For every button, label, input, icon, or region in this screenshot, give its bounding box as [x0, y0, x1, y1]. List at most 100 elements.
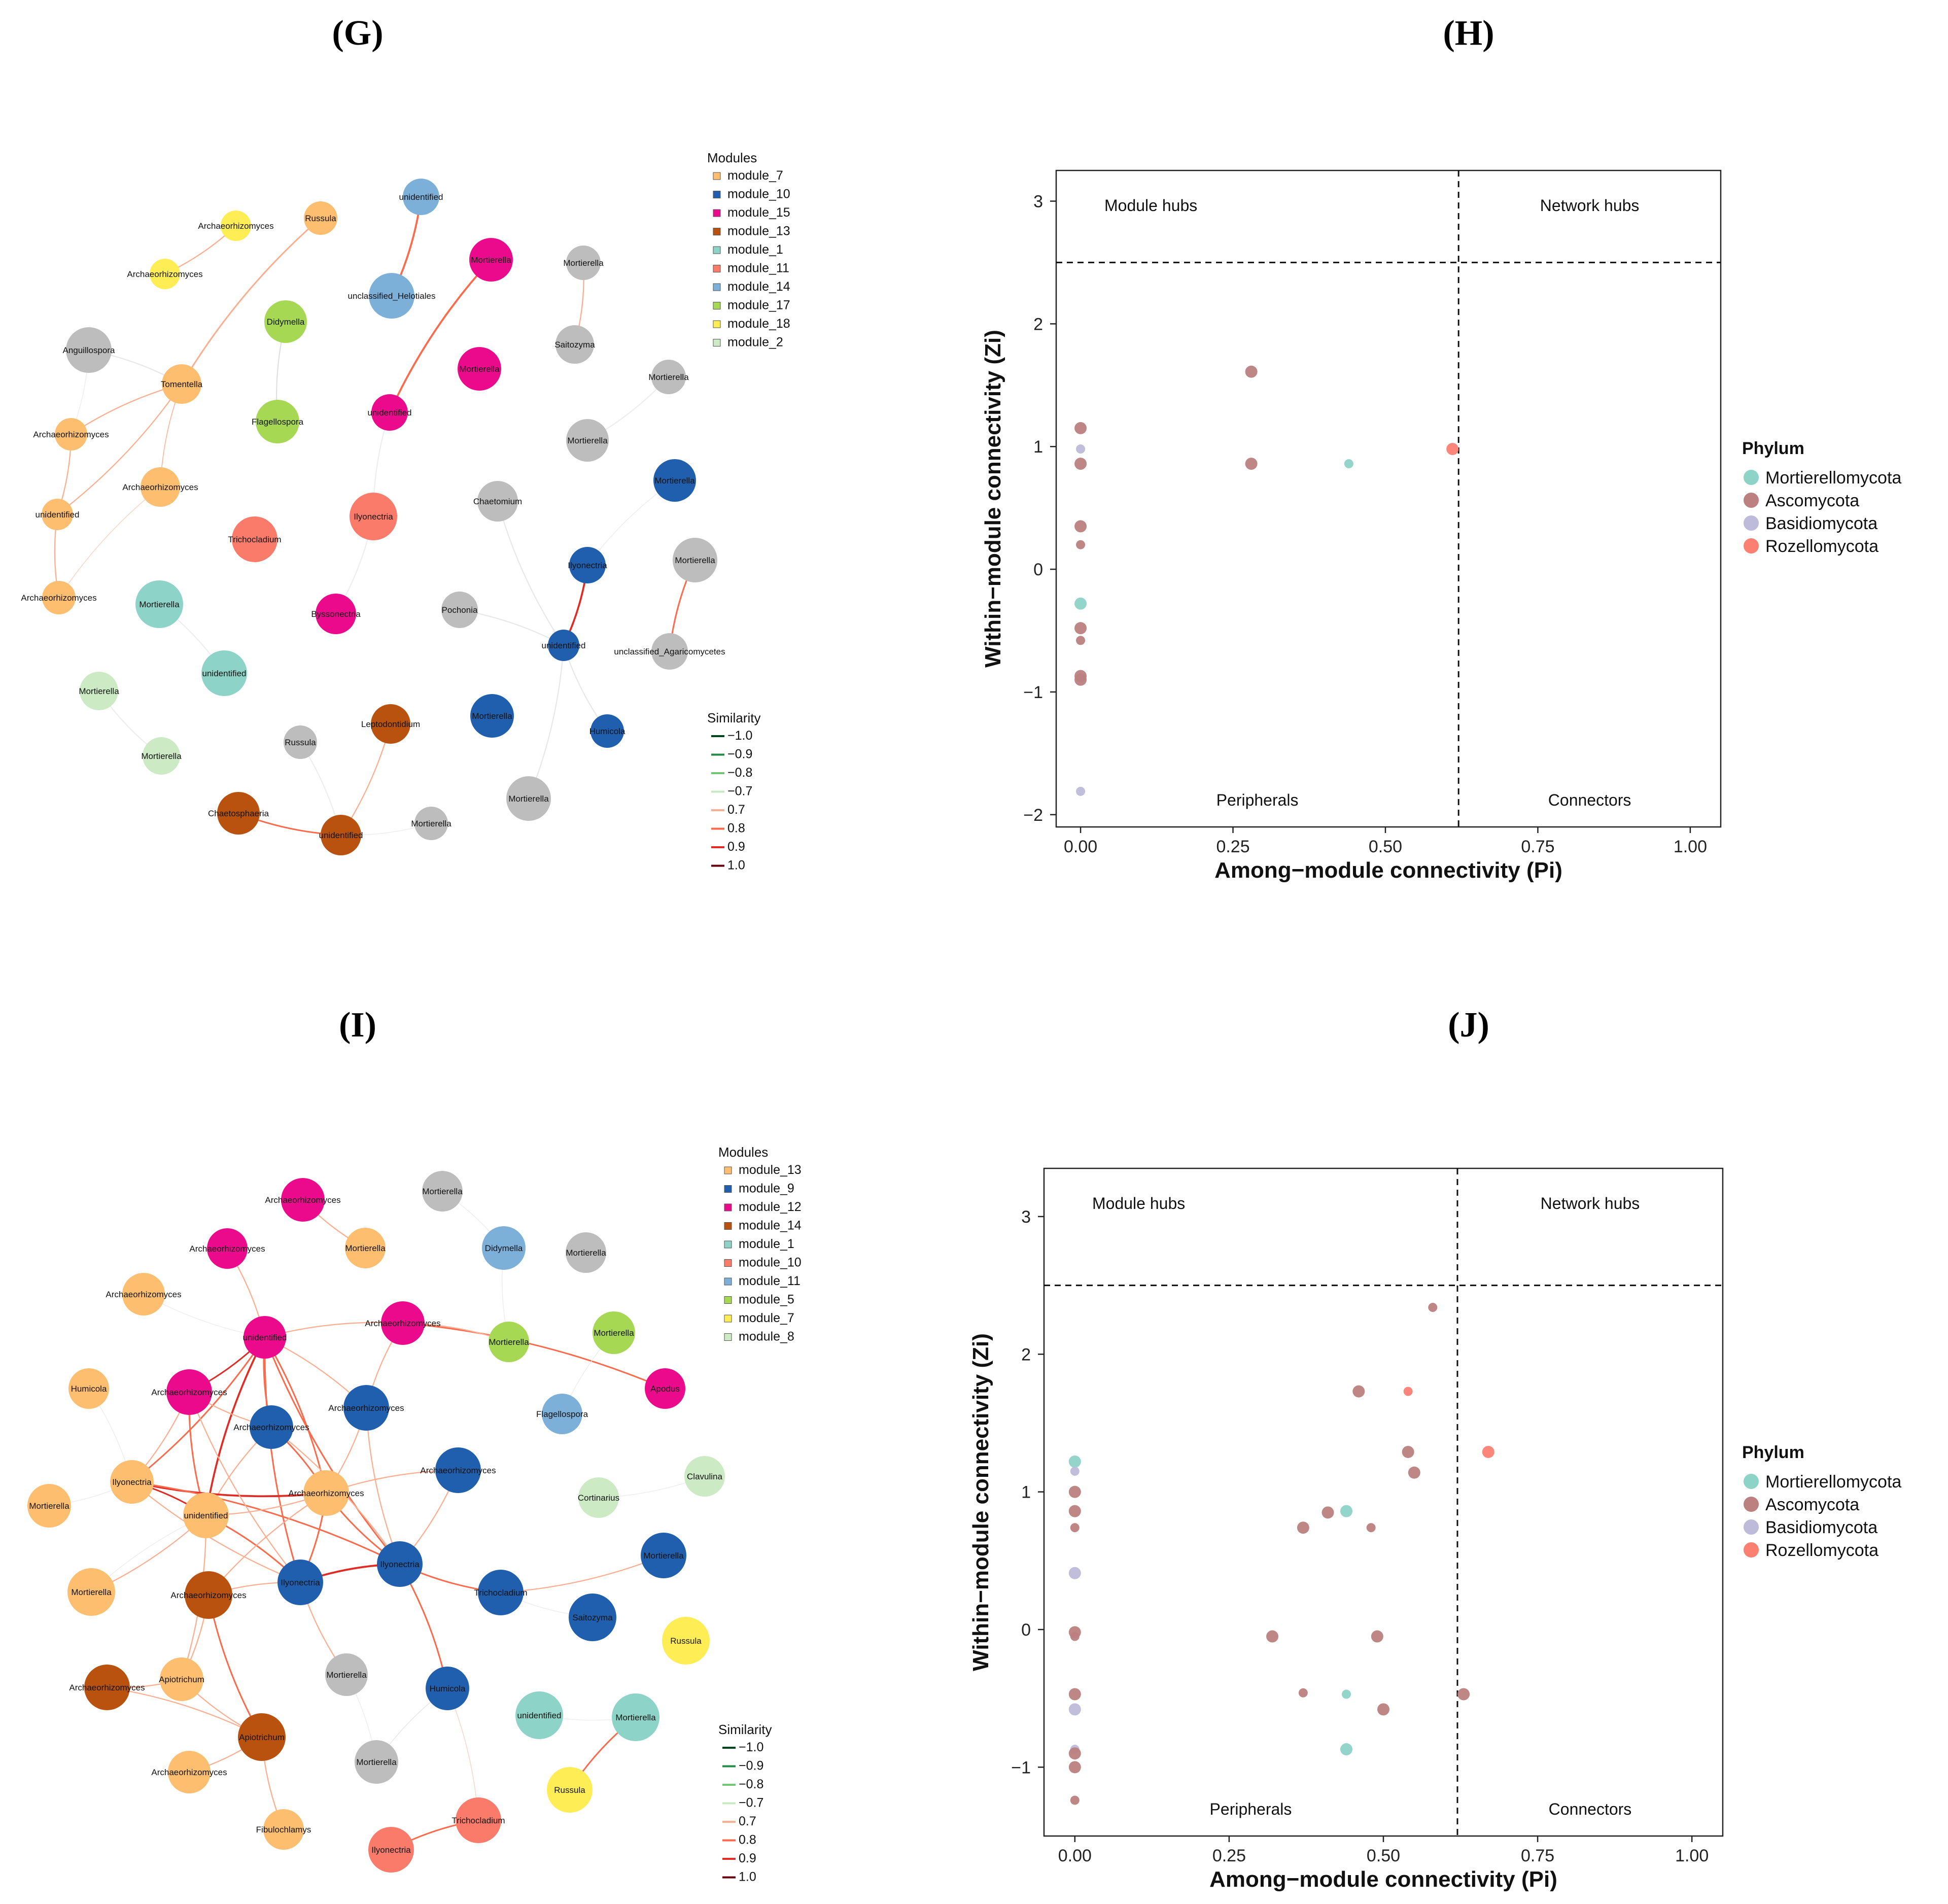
- node-circle: [221, 211, 251, 241]
- node-circle: [277, 1560, 323, 1605]
- network-node: Chaetomium: [473, 481, 522, 522]
- node-label: unidentified: [517, 1711, 562, 1720]
- network-node: Mortierella: [566, 419, 609, 462]
- similarity-legend-label: −0.7: [739, 1796, 763, 1810]
- node-circle: [593, 1311, 635, 1354]
- phylum-legend-title: Phylum: [1742, 439, 1804, 458]
- node-label: Mortierella: [615, 1713, 656, 1722]
- similarity-legend-label: −0.9: [727, 747, 752, 761]
- node-label: Mortierella: [675, 556, 715, 565]
- x-tick-label: 0.25: [1212, 1846, 1246, 1865]
- node-label: Mortierella: [508, 794, 549, 804]
- similarity-legend-label: −0.8: [727, 766, 752, 780]
- module-legend-swatch: [724, 1259, 732, 1267]
- node-circle: [264, 300, 307, 343]
- network-node: Mortierella: [141, 737, 182, 775]
- data-point: [1074, 597, 1087, 610]
- node-circle: [403, 179, 439, 215]
- node-circle: [651, 633, 688, 670]
- peripherals-label: Peripherals: [1210, 1800, 1292, 1818]
- node-label: Ilyonectria: [112, 1477, 152, 1487]
- node-label: unidentified: [319, 830, 363, 840]
- data-point: [1298, 1688, 1308, 1698]
- node-circle: [566, 1232, 606, 1273]
- network-node: unidentified: [183, 1493, 229, 1538]
- module-legend-swatch: [713, 209, 721, 217]
- network-i: Archaeorhizomyces Mortierella Archaeorhizo…: [27, 1145, 802, 1884]
- network-node: Mortierella: [79, 672, 119, 710]
- node-label: Chaetomium: [473, 497, 522, 506]
- network-node: Archaeorhizomyces: [106, 1273, 182, 1316]
- node-label: Ilyonectria: [371, 1845, 411, 1855]
- network-edge: [389, 259, 492, 413]
- node-circle: [183, 1493, 229, 1538]
- node-circle: [263, 1809, 304, 1850]
- y-tick-label: 3: [1033, 192, 1043, 211]
- network-node: Mortierella: [648, 360, 689, 394]
- network-node: Anguillospora: [62, 327, 115, 373]
- data-point: [1297, 1521, 1309, 1534]
- phylum-legend-swatch: [1744, 1497, 1759, 1512]
- y-tick-label: 1: [1021, 1483, 1031, 1502]
- phylum-legend-title: Phylum: [1742, 1443, 1804, 1462]
- node-label: Chaetosphaeria: [208, 809, 269, 818]
- similarity-legend-label: 0.8: [727, 821, 745, 836]
- node-circle: [304, 201, 337, 235]
- data-point: [1074, 673, 1087, 686]
- network-node: Ilyonectria: [568, 547, 607, 583]
- data-point: [1068, 1505, 1081, 1517]
- network-g-legend: Modules module_7 module_10 module_15 module_…: [707, 150, 790, 873]
- network-node: Cortinarius: [578, 1477, 619, 1518]
- module-legend-label: module_15: [727, 205, 790, 220]
- module-legend-swatch: [713, 302, 721, 309]
- modules-legend-title: Modules: [718, 1145, 768, 1160]
- network-node: Mortierella: [563, 246, 604, 280]
- node-label: Mortierella: [141, 751, 182, 761]
- node-circle: [238, 1713, 286, 1761]
- module-legend-label: module_8: [739, 1330, 794, 1344]
- node-label: Russula: [554, 1785, 585, 1795]
- network-node: Fibulochlamys: [256, 1809, 311, 1850]
- node-label: Mortierella: [411, 819, 451, 828]
- network-edge: [264, 1336, 301, 1583]
- node-label: unidentified: [368, 408, 412, 418]
- data-point: [1076, 786, 1086, 796]
- node-circle: [325, 1653, 368, 1696]
- node-circle: [284, 725, 317, 759]
- peripherals-label: Peripherals: [1216, 791, 1299, 809]
- network-node: Mortierella: [135, 580, 183, 628]
- network-edge: [131, 1481, 327, 1498]
- network-node: unidentified: [399, 179, 443, 215]
- node-circle: [42, 499, 73, 530]
- network-node: Leptodontidium: [361, 704, 420, 744]
- node-label: unclassified_Agaricomycetes: [614, 647, 725, 656]
- network-node: Archaeorhizomyces: [127, 259, 203, 289]
- node-label: Ilyonectria: [354, 512, 393, 522]
- module-legend-label: module_11: [739, 1274, 801, 1288]
- network-edge: [205, 1336, 266, 1516]
- network-node: unidentified: [368, 394, 412, 431]
- data-point: [1070, 1795, 1080, 1805]
- node-circle: [42, 581, 76, 614]
- network-edge: [131, 1481, 401, 1565]
- network-node: Humicola: [68, 1368, 109, 1409]
- node-circle: [673, 538, 717, 582]
- y-tick-label: 0: [1021, 1620, 1031, 1640]
- x-axis-title: Among−module connectivity (Pi): [1209, 1867, 1557, 1892]
- node-circle: [68, 1368, 109, 1409]
- node-label: Humicola: [430, 1684, 466, 1693]
- module-legend-swatch: [713, 246, 721, 254]
- node-circle: [250, 1405, 293, 1449]
- node-circle: [217, 792, 260, 835]
- network-node: Saitozyma: [569, 1594, 616, 1641]
- network-node: Flagellospora: [252, 400, 304, 443]
- module-legend-label: module_12: [739, 1200, 802, 1214]
- node-label: Archaeorhizomyces: [122, 482, 198, 492]
- node-circle: [548, 630, 579, 661]
- network-node: Russula: [284, 725, 317, 759]
- network-node: Humicola: [426, 1667, 469, 1710]
- node-circle: [612, 1693, 659, 1741]
- network-node: Trichocladium: [228, 516, 282, 562]
- network-node: Apiotrichum: [159, 1657, 204, 1701]
- data-point: [1428, 1303, 1438, 1312]
